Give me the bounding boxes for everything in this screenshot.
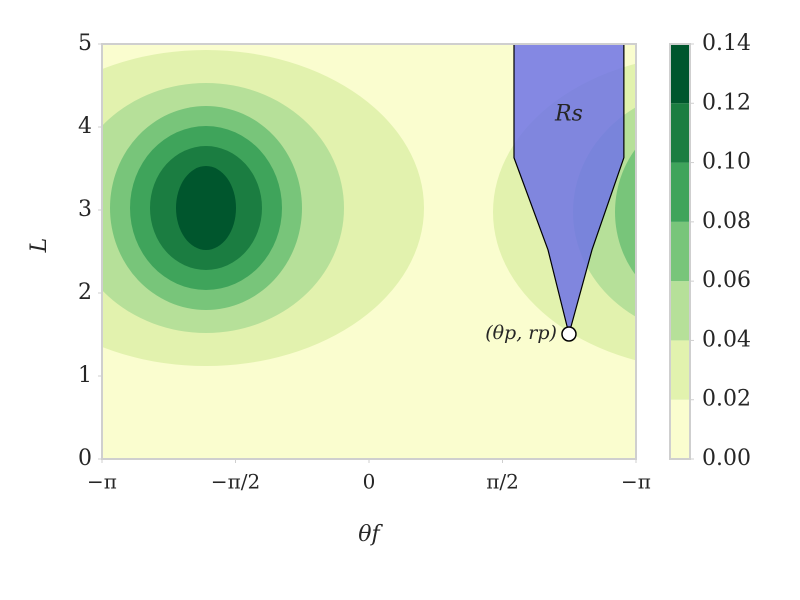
colorbar-band [670,103,690,163]
x-tick-label: π/2 [486,470,519,494]
x-tick-label: −π [621,470,651,494]
x-tick-label: 0 [363,470,376,494]
colorbar-tick-label: 0.14 [702,31,751,56]
y-tick-label: 3 [78,197,92,222]
x-tick-label: −π/2 [211,470,260,494]
colorbar-band [670,340,690,400]
colorbar-band [670,281,690,341]
y-tick-label: 5 [78,31,92,56]
colorbar-tick-label: 0.06 [702,268,751,293]
colorbar-tick-label: 0.08 [702,209,751,234]
contour-band [176,166,236,250]
point [561,326,577,342]
colorbar-band [670,221,690,282]
y-tick-label: 4 [78,114,92,139]
colorbar-tick-label: 0.02 [702,387,751,412]
colorbar-tick-label: 0.12 [702,90,751,115]
colorbar-band [670,162,690,222]
colorbar-band [670,44,690,104]
y-axis-label: L [27,238,52,254]
colorbar-tick-label: 0.00 [702,446,751,471]
y-tick-label: 0 [78,446,92,471]
colorbar-tick-label: 0.04 [702,327,751,352]
y-tick-label: 2 [78,280,92,305]
x-axis-label: θf [358,522,383,547]
region [513,44,625,337]
y-tick-label: 1 [78,363,92,388]
point-label: (θp, rp) [485,322,557,344]
contour-band [615,148,636,276]
x-tick-label: −π [87,470,117,494]
colorbar-frame [669,43,691,460]
colorbar-band [670,399,690,459]
colorbar-tick-label: 0.10 [702,150,751,175]
plot-area [102,44,636,459]
region-label: Rs [554,102,583,127]
